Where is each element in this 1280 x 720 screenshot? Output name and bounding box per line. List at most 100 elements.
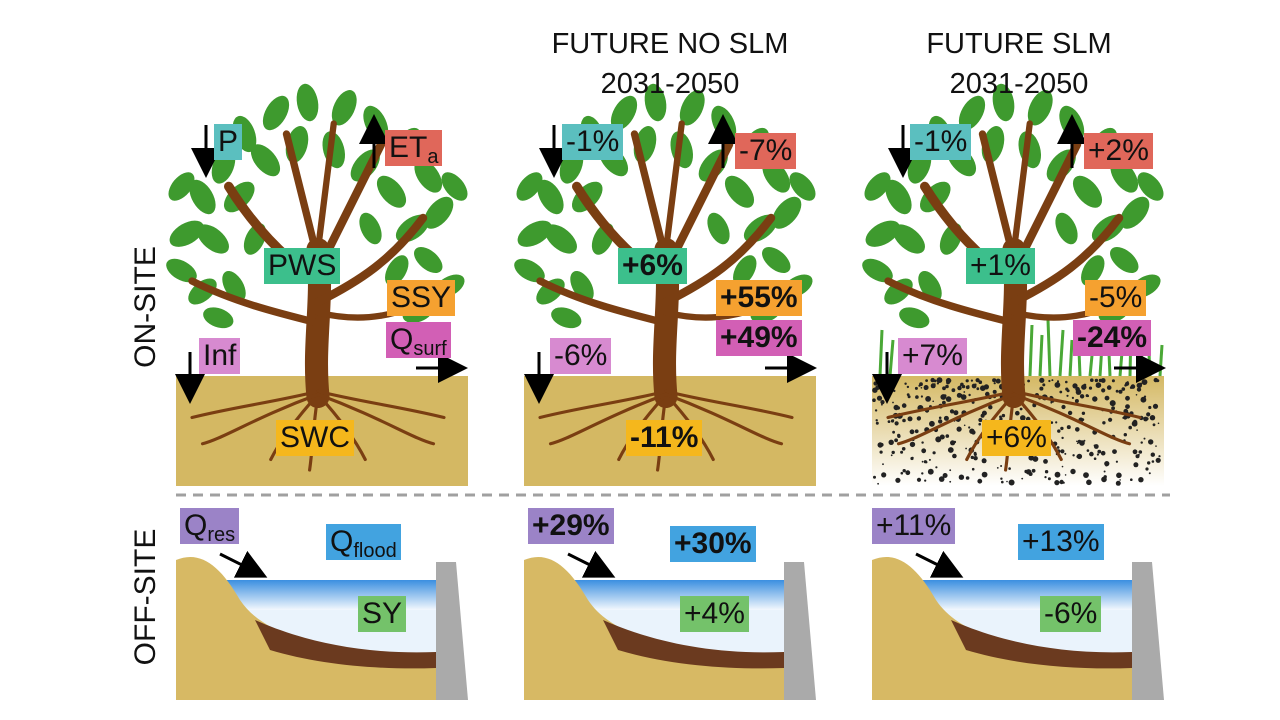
soil-particle (1156, 379, 1160, 383)
soil-particle (1083, 383, 1087, 387)
soil-particle (879, 442, 884, 447)
soil-particle (1055, 421, 1058, 424)
soil-particle (1128, 425, 1132, 430)
soil-particle (965, 476, 970, 480)
soil-particle (875, 419, 878, 422)
label-qsurf: Qsurf (386, 322, 451, 359)
soil-particle (1048, 379, 1051, 383)
soil-particle (1061, 404, 1066, 410)
label-eta-sub: a (427, 146, 439, 168)
soil-particle (992, 389, 997, 394)
soil-particle (1059, 390, 1063, 394)
soil-particle (1141, 379, 1148, 385)
soil-particle (975, 378, 980, 383)
header-slm-title: FUTURE SLM (926, 28, 1112, 60)
soil-particle (1060, 449, 1065, 454)
soil-particle (1100, 378, 1106, 383)
soil-particle (873, 475, 876, 479)
soil-particle (1056, 380, 1060, 383)
soil-particle (900, 471, 904, 475)
label-eta: ETa (385, 130, 443, 168)
label-swc: SWC (276, 420, 354, 456)
soil-particle (1076, 453, 1083, 460)
slm-ssy: -5% (1085, 280, 1147, 316)
soil-particle (910, 456, 914, 461)
soil-particle (1104, 461, 1110, 467)
soil-particle (894, 438, 898, 443)
soil-particle (907, 416, 913, 422)
soil-particle (1111, 406, 1115, 411)
soil-particle (978, 380, 983, 385)
soil-particle (882, 463, 884, 466)
label-qflood-main: Q (330, 525, 354, 558)
soil-particle (1050, 421, 1054, 424)
slm-qflood: +13% (1018, 524, 1104, 560)
soil-particle (1131, 420, 1138, 427)
soil-particle (988, 405, 993, 410)
soil-particle (902, 418, 906, 423)
soil-particle (1039, 386, 1044, 391)
soil-particle (1051, 379, 1054, 382)
soil-particle (943, 415, 949, 421)
soil-particle (947, 447, 954, 453)
soil-particle (896, 406, 900, 410)
soil-particle (876, 395, 883, 401)
soil-particle (938, 476, 945, 482)
soil-particle (1043, 459, 1048, 464)
soil-particle (1071, 396, 1074, 399)
soil-particle (929, 420, 935, 427)
soil-particle (949, 480, 952, 483)
label-qflood-sub: flood (353, 540, 397, 562)
soil-particle (1151, 460, 1155, 463)
soil-particle (920, 395, 924, 398)
soil-particle (1143, 437, 1146, 440)
soil-particle (1129, 386, 1133, 389)
soil-particle (1148, 472, 1151, 475)
soil-particle (1086, 479, 1092, 486)
soil-particle (961, 384, 966, 389)
soil-particle (1056, 446, 1060, 449)
soil-particle (1111, 379, 1115, 383)
soil-particle (993, 378, 997, 382)
soil-particle (996, 467, 999, 469)
soil-particle (894, 421, 899, 426)
soil-particle (959, 385, 962, 387)
soil-particle (916, 416, 921, 421)
soil-particle (880, 400, 885, 405)
soil-particle (1115, 460, 1118, 463)
soil-particle (971, 467, 975, 471)
label-ssy: SSY (387, 280, 456, 316)
slm-qsurf: -24% (1073, 320, 1152, 356)
soil-particle (1115, 480, 1121, 486)
soil-particle (1125, 395, 1130, 401)
soil-particle (1081, 411, 1086, 415)
soil-particle (1057, 429, 1061, 433)
no-slm-qres: +29% (528, 508, 614, 544)
soil-particle (1123, 433, 1128, 437)
soil-particle (985, 393, 988, 396)
label-qres: Qres (180, 508, 240, 545)
soil-particle (877, 482, 879, 485)
soil-particle (935, 466, 938, 469)
reservoir-no-slm (524, 556, 816, 700)
soil-particle (1155, 457, 1161, 463)
soil-particle (1148, 405, 1152, 410)
soil-particle (1152, 403, 1159, 409)
soil-particle (945, 396, 952, 402)
soil-particle (976, 387, 980, 391)
soil-particle (963, 391, 966, 393)
soil-particle (1047, 477, 1051, 481)
soil-particle (1000, 477, 1003, 480)
soil-particle (1028, 455, 1034, 461)
soil-particle (1065, 387, 1069, 391)
slm-sy: -6% (1040, 596, 1102, 632)
soil-particle (965, 379, 969, 383)
soil-particle (900, 450, 904, 454)
label-qsurf-main: Q (390, 323, 414, 356)
soil-particle (893, 389, 896, 393)
soil-particle (1140, 441, 1143, 444)
soil-particle (956, 426, 962, 432)
slm-inf: +7% (898, 338, 967, 374)
reservoir-baseline (176, 556, 468, 700)
soil-particle (1072, 454, 1075, 457)
